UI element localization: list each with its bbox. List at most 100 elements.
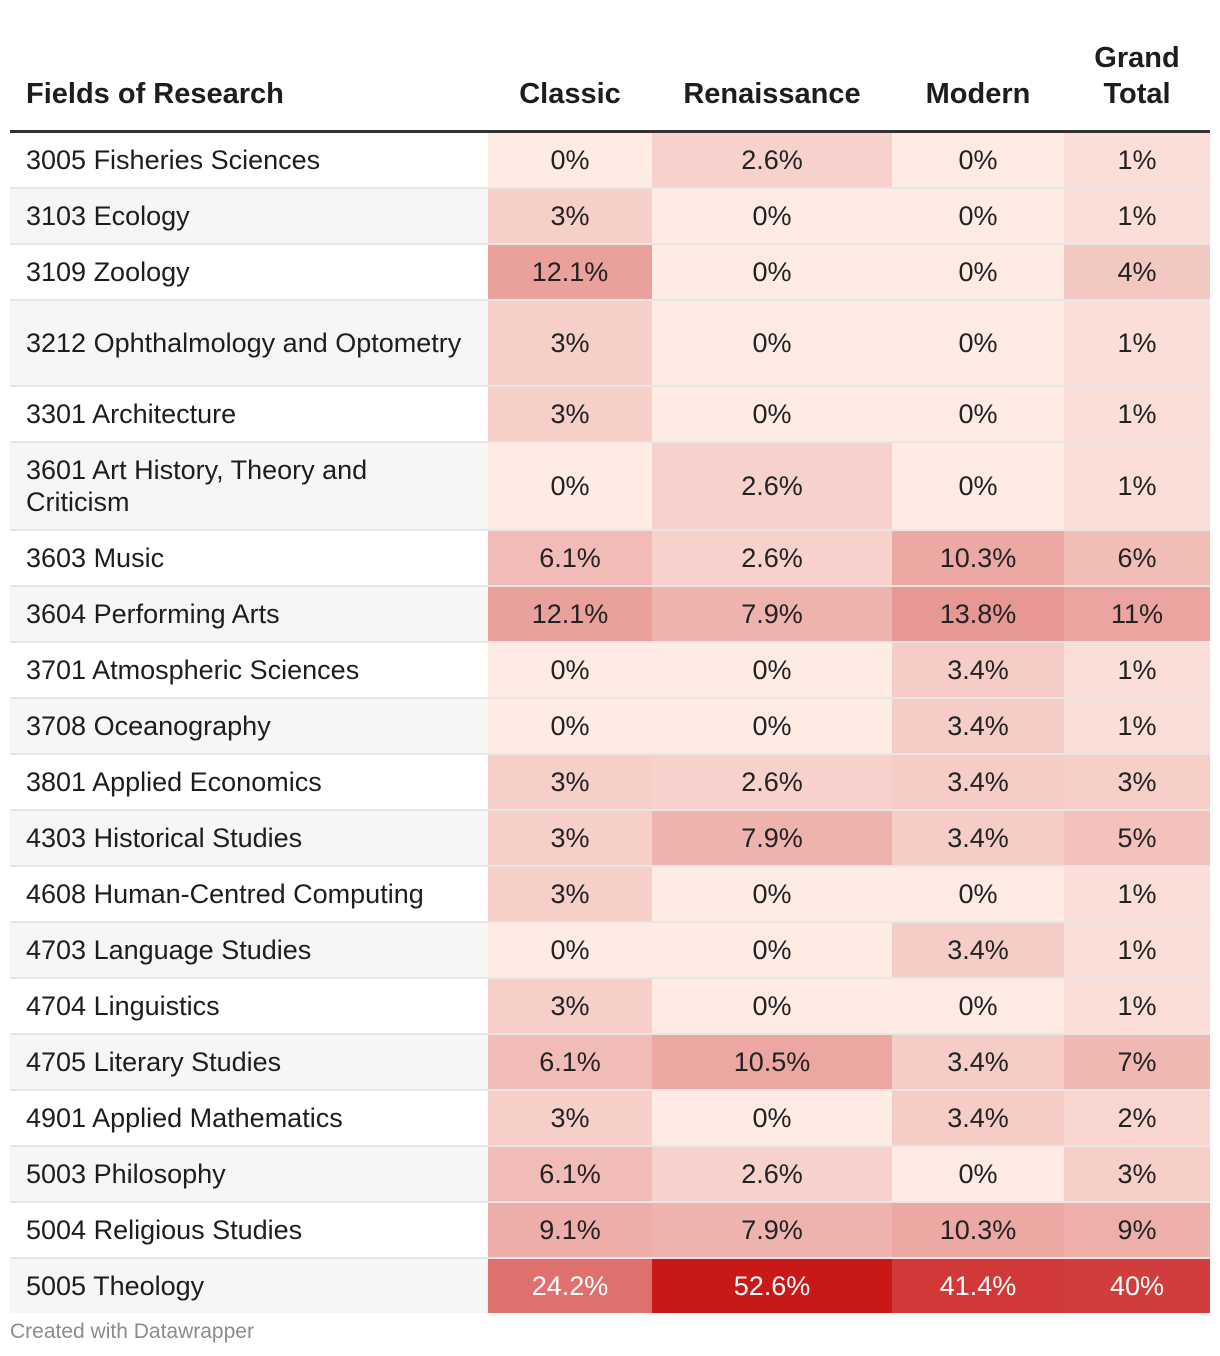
column-header-fields: Fields of Research bbox=[10, 40, 488, 133]
table-row: 5004 Religious Studies 9.1% 7.9% 10.3% 9% bbox=[10, 1202, 1210, 1259]
heat-cell-classic: 3% bbox=[488, 978, 652, 1035]
field-name-cell: 3601 Art History, Theory and Criticism bbox=[10, 442, 488, 531]
heat-cell-modern: 3.4% bbox=[892, 1034, 1064, 1091]
heat-cell-grand-total: 1% bbox=[1064, 866, 1210, 923]
table-row: 4703 Language Studies 0% 0% 3.4% 1% bbox=[10, 922, 1210, 979]
heat-cell-classic: 0% bbox=[488, 698, 652, 755]
heat-cell-modern: 3.4% bbox=[892, 754, 1064, 811]
heat-cell-modern: 0% bbox=[892, 442, 1064, 531]
heat-cell-renaissance: 0% bbox=[652, 188, 892, 245]
heat-cell-renaissance: 0% bbox=[652, 922, 892, 979]
heat-cell-classic: 3% bbox=[488, 1090, 652, 1147]
heat-cell-grand-total: 2% bbox=[1064, 1090, 1210, 1147]
heat-cell-grand-total: 1% bbox=[1064, 698, 1210, 755]
heat-cell-renaissance: 2.6% bbox=[652, 1146, 892, 1203]
column-header-renaissance: Renaissance bbox=[652, 40, 892, 133]
heat-cell-modern: 0% bbox=[892, 1146, 1064, 1203]
heat-cell-classic: 0% bbox=[488, 922, 652, 979]
heat-cell-renaissance: 52.6% bbox=[652, 1258, 892, 1313]
heat-cell-classic: 12.1% bbox=[488, 244, 652, 301]
table-row: 3601 Art History, Theory and Criticism 0%… bbox=[10, 442, 1210, 531]
heat-cell-grand-total: 7% bbox=[1064, 1034, 1210, 1091]
heat-cell-modern: 3.4% bbox=[892, 642, 1064, 699]
heat-cell-modern: 0% bbox=[892, 386, 1064, 443]
heat-cell-modern: 0% bbox=[892, 978, 1064, 1035]
heat-cell-modern: 3.4% bbox=[892, 1090, 1064, 1147]
field-name-cell: 4703 Language Studies bbox=[10, 922, 488, 979]
heat-cell-renaissance: 2.6% bbox=[652, 754, 892, 811]
heat-cell-modern: 0% bbox=[892, 866, 1064, 923]
heat-cell-modern: 0% bbox=[892, 244, 1064, 301]
heat-cell-grand-total: 40% bbox=[1064, 1258, 1210, 1313]
table-row: 3603 Music 6.1% 2.6% 10.3% 6% bbox=[10, 530, 1210, 587]
heat-cell-renaissance: 7.9% bbox=[652, 1202, 892, 1259]
field-name-cell: 5005 Theology bbox=[10, 1258, 488, 1313]
heat-cell-grand-total: 1% bbox=[1064, 300, 1210, 387]
heat-cell-grand-total: 11% bbox=[1064, 586, 1210, 643]
table-row: 3212 Ophthalmology and Optometry 3% 0% 0% 1% bbox=[10, 300, 1210, 387]
table-row: 3701 Atmospheric Sciences 0% 0% 3.4% 1% bbox=[10, 642, 1210, 699]
table-row: 3708 Oceanography 0% 0% 3.4% 1% bbox=[10, 698, 1210, 755]
heat-cell-classic: 0% bbox=[488, 131, 652, 189]
heat-cell-grand-total: 1% bbox=[1064, 978, 1210, 1035]
heat-cell-renaissance: 7.9% bbox=[652, 810, 892, 867]
field-name-cell: 3604 Performing Arts bbox=[10, 586, 488, 643]
field-name-cell: 4704 Linguistics bbox=[10, 978, 488, 1035]
heat-cell-grand-total: 1% bbox=[1064, 922, 1210, 979]
heat-cell-modern: 10.3% bbox=[892, 1202, 1064, 1259]
field-name-cell: 4303 Historical Studies bbox=[10, 810, 488, 867]
heat-cell-modern: 10.3% bbox=[892, 530, 1064, 587]
heat-cell-modern: 0% bbox=[892, 131, 1064, 189]
heat-cell-modern: 3.4% bbox=[892, 698, 1064, 755]
heat-cell-classic: 0% bbox=[488, 642, 652, 699]
heat-cell-classic: 6.1% bbox=[488, 530, 652, 587]
heat-cell-classic: 3% bbox=[488, 386, 652, 443]
heat-cell-renaissance: 2.6% bbox=[652, 530, 892, 587]
heat-cell-modern: 41.4% bbox=[892, 1258, 1064, 1313]
heat-cell-grand-total: 3% bbox=[1064, 754, 1210, 811]
heat-cell-classic: 6.1% bbox=[488, 1146, 652, 1203]
heat-cell-classic: 3% bbox=[488, 754, 652, 811]
heat-cell-classic: 6.1% bbox=[488, 1034, 652, 1091]
heat-cell-renaissance: 0% bbox=[652, 300, 892, 387]
table-row: 4704 Linguistics 3% 0% 0% 1% bbox=[10, 978, 1210, 1035]
column-header-modern: Modern bbox=[892, 40, 1064, 133]
heat-cell-grand-total: 9% bbox=[1064, 1202, 1210, 1259]
heat-cell-grand-total: 4% bbox=[1064, 244, 1210, 301]
heat-cell-renaissance: 0% bbox=[652, 698, 892, 755]
heat-cell-grand-total: 3% bbox=[1064, 1146, 1210, 1203]
heat-cell-renaissance: 0% bbox=[652, 978, 892, 1035]
heatmap-table: Fields of Research Classic Renaissance M… bbox=[10, 40, 1210, 1313]
field-name-cell: 3005 Fisheries Sciences bbox=[10, 131, 488, 189]
heat-cell-renaissance: 10.5% bbox=[652, 1034, 892, 1091]
field-name-cell: 3708 Oceanography bbox=[10, 698, 488, 755]
column-header-grand-total: Grand Total bbox=[1064, 40, 1210, 133]
heat-cell-renaissance: 0% bbox=[652, 244, 892, 301]
table-row: 4705 Literary Studies 6.1% 10.5% 3.4% 7% bbox=[10, 1034, 1210, 1091]
footer-credit: Created with Datawrapper bbox=[10, 1320, 254, 1343]
heat-cell-renaissance: 0% bbox=[652, 866, 892, 923]
heat-cell-renaissance: 2.6% bbox=[652, 442, 892, 531]
field-name-cell: 3301 Architecture bbox=[10, 386, 488, 443]
field-name-cell: 3212 Ophthalmology and Optometry bbox=[10, 300, 488, 387]
heat-cell-grand-total: 1% bbox=[1064, 442, 1210, 531]
table-row: 4303 Historical Studies 3% 7.9% 3.4% 5% bbox=[10, 810, 1210, 867]
field-name-cell: 3701 Atmospheric Sciences bbox=[10, 642, 488, 699]
field-name-cell: 3103 Ecology bbox=[10, 188, 488, 245]
table-row: 4901 Applied Mathematics 3% 0% 3.4% 2% bbox=[10, 1090, 1210, 1147]
heat-cell-classic: 3% bbox=[488, 866, 652, 923]
header-row: Fields of Research Classic Renaissance M… bbox=[10, 40, 1210, 133]
heat-cell-modern: 3.4% bbox=[892, 922, 1064, 979]
heat-cell-modern: 3.4% bbox=[892, 810, 1064, 867]
heat-cell-classic: 24.2% bbox=[488, 1258, 652, 1313]
table-row: 3103 Ecology 3% 0% 0% 1% bbox=[10, 188, 1210, 245]
table-row: 5005 Theology 24.2% 52.6% 41.4% 40% bbox=[10, 1258, 1210, 1313]
heat-cell-classic: 3% bbox=[488, 188, 652, 245]
heat-cell-renaissance: 2.6% bbox=[652, 131, 892, 189]
heat-cell-classic: 12.1% bbox=[488, 586, 652, 643]
field-name-cell: 5003 Philosophy bbox=[10, 1146, 488, 1203]
field-name-cell: 5004 Religious Studies bbox=[10, 1202, 488, 1259]
table-row: 4608 Human-Centred Computing 3% 0% 0% 1% bbox=[10, 866, 1210, 923]
table-row: 3109 Zoology 12.1% 0% 0% 4% bbox=[10, 244, 1210, 301]
heat-cell-grand-total: 1% bbox=[1064, 386, 1210, 443]
